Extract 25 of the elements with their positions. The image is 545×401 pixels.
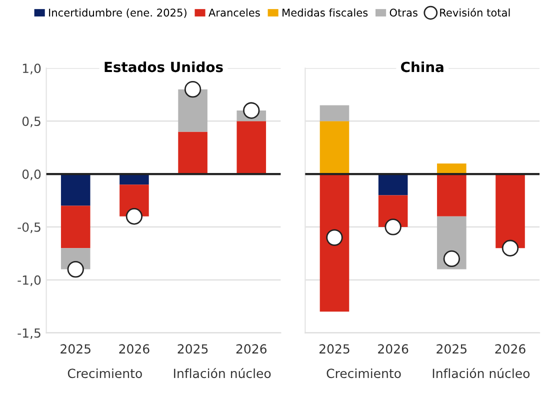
y-tick-label: -1,5 <box>18 328 40 340</box>
legend-label: Medidas fiscales <box>282 8 368 17</box>
legend-label: Revisión total <box>440 8 510 17</box>
y-tick-label: 0,5 <box>22 116 40 128</box>
text: Inflación núcleo <box>432 368 530 378</box>
legend-label: Aranceles <box>208 8 260 17</box>
y-tick-label: -0,5 <box>18 222 40 234</box>
y-tick-label: 0,0 <box>22 170 41 180</box>
x-tick-label: 2025 <box>320 344 350 354</box>
legend-label: Incertidumbre (ene. 2025) <box>49 8 186 18</box>
text: Crecimiento <box>326 368 401 378</box>
text: Crecimiento <box>68 368 142 378</box>
x-tick-label: 2026 <box>495 344 526 354</box>
y-tick-label: -1,0 <box>18 275 41 286</box>
y-tick-label: 1,0 <box>22 64 41 74</box>
x-tick-label: 2026 <box>236 344 266 354</box>
x-tick-label: 2026 <box>119 344 150 354</box>
text: Inflación núcleo <box>174 368 271 378</box>
x-tick-label: 2026 <box>378 344 408 354</box>
x-tick-label: 2025 <box>436 344 466 354</box>
chart-title: China <box>401 61 444 72</box>
x-tick-label: 2025 <box>60 344 90 354</box>
x-tick-label: 2025 <box>178 344 208 354</box>
legend-label: Otras <box>390 8 418 17</box>
chart-title: Estados Unidos <box>104 61 223 72</box>
